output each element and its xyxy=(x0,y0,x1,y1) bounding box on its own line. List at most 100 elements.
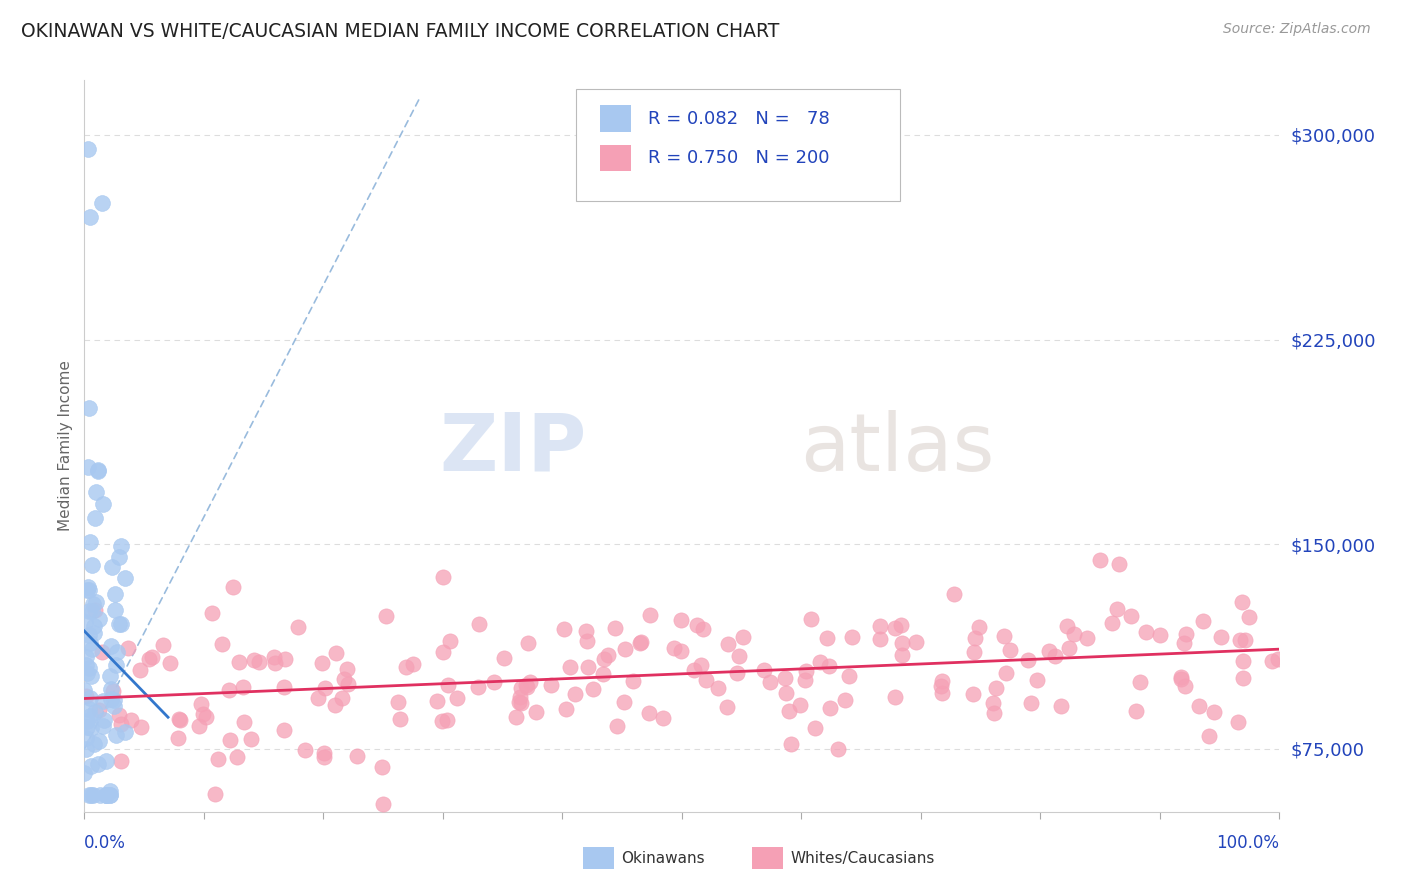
Point xyxy=(1057,640,1080,655)
Point xyxy=(84,603,107,617)
Point xyxy=(662,640,685,655)
Point xyxy=(104,587,127,601)
Point xyxy=(426,694,449,708)
Point xyxy=(564,687,586,701)
Point xyxy=(553,622,575,636)
Point xyxy=(613,642,636,657)
Point xyxy=(225,750,247,764)
Point xyxy=(689,657,711,672)
Point xyxy=(1192,614,1215,628)
Point xyxy=(76,714,98,728)
Point xyxy=(98,783,121,797)
Point xyxy=(91,196,114,211)
Point xyxy=(1090,553,1112,567)
Point xyxy=(79,789,101,803)
Point xyxy=(273,680,295,694)
Point xyxy=(100,692,122,706)
Point xyxy=(105,645,128,659)
Point xyxy=(333,673,356,687)
Point xyxy=(540,678,562,692)
Point xyxy=(167,713,190,727)
Point xyxy=(510,696,533,710)
Point xyxy=(884,690,907,704)
Point xyxy=(87,612,110,626)
Point xyxy=(1232,654,1254,668)
Point xyxy=(94,789,117,803)
Point xyxy=(1149,628,1171,642)
Point xyxy=(232,680,254,694)
Point xyxy=(904,635,927,649)
Point xyxy=(804,722,827,736)
Point xyxy=(1129,674,1152,689)
Point xyxy=(103,693,125,707)
Point xyxy=(1076,631,1098,645)
Point xyxy=(228,655,250,669)
Point xyxy=(389,712,412,726)
Point xyxy=(77,661,100,675)
Point xyxy=(93,713,115,727)
Point xyxy=(891,648,914,662)
Point xyxy=(325,646,347,660)
Point xyxy=(80,759,103,773)
Point xyxy=(430,714,453,729)
Point xyxy=(108,708,131,723)
Point xyxy=(110,539,132,553)
Point xyxy=(159,656,181,670)
Point xyxy=(100,639,122,653)
Point xyxy=(775,686,797,700)
Point xyxy=(468,617,491,632)
Text: ZIP: ZIP xyxy=(439,409,586,488)
Point xyxy=(1209,631,1232,645)
Point xyxy=(287,620,309,634)
Point xyxy=(669,644,692,658)
Point xyxy=(107,549,129,564)
Point xyxy=(890,636,912,650)
Point xyxy=(121,714,143,728)
Point xyxy=(1050,699,1073,714)
Point xyxy=(89,789,111,803)
Point xyxy=(82,789,104,803)
Point xyxy=(110,754,132,768)
Point xyxy=(827,742,849,756)
Point xyxy=(808,655,831,669)
Point xyxy=(1043,648,1066,663)
Point xyxy=(515,680,537,694)
Point xyxy=(1105,602,1128,616)
Point xyxy=(105,657,128,672)
Point xyxy=(83,618,105,632)
Point xyxy=(80,789,103,803)
Point xyxy=(800,612,823,626)
Point xyxy=(754,663,776,677)
Point xyxy=(80,669,103,683)
Point xyxy=(79,709,101,723)
Point xyxy=(94,789,117,803)
Point xyxy=(110,617,132,632)
Point xyxy=(129,720,152,734)
Point xyxy=(1026,673,1049,688)
Point xyxy=(76,666,98,681)
Point xyxy=(519,674,541,689)
Point xyxy=(794,673,817,688)
Point xyxy=(436,713,458,727)
Point xyxy=(138,652,160,666)
Point xyxy=(84,511,107,525)
Point xyxy=(505,710,527,724)
Point xyxy=(1175,627,1198,641)
Point xyxy=(492,651,515,665)
Point xyxy=(82,597,104,611)
Point xyxy=(89,734,111,748)
Point xyxy=(967,620,990,634)
Point xyxy=(581,681,603,696)
Text: atlas: atlas xyxy=(800,409,994,488)
Point xyxy=(1019,696,1042,710)
Point xyxy=(733,630,755,644)
Point xyxy=(555,702,578,716)
Point xyxy=(79,636,101,650)
Point xyxy=(652,711,675,725)
Point xyxy=(686,618,709,632)
Point xyxy=(169,713,191,727)
Point xyxy=(114,570,136,584)
Point xyxy=(576,659,599,673)
Point xyxy=(623,674,645,689)
Point xyxy=(1125,704,1147,718)
